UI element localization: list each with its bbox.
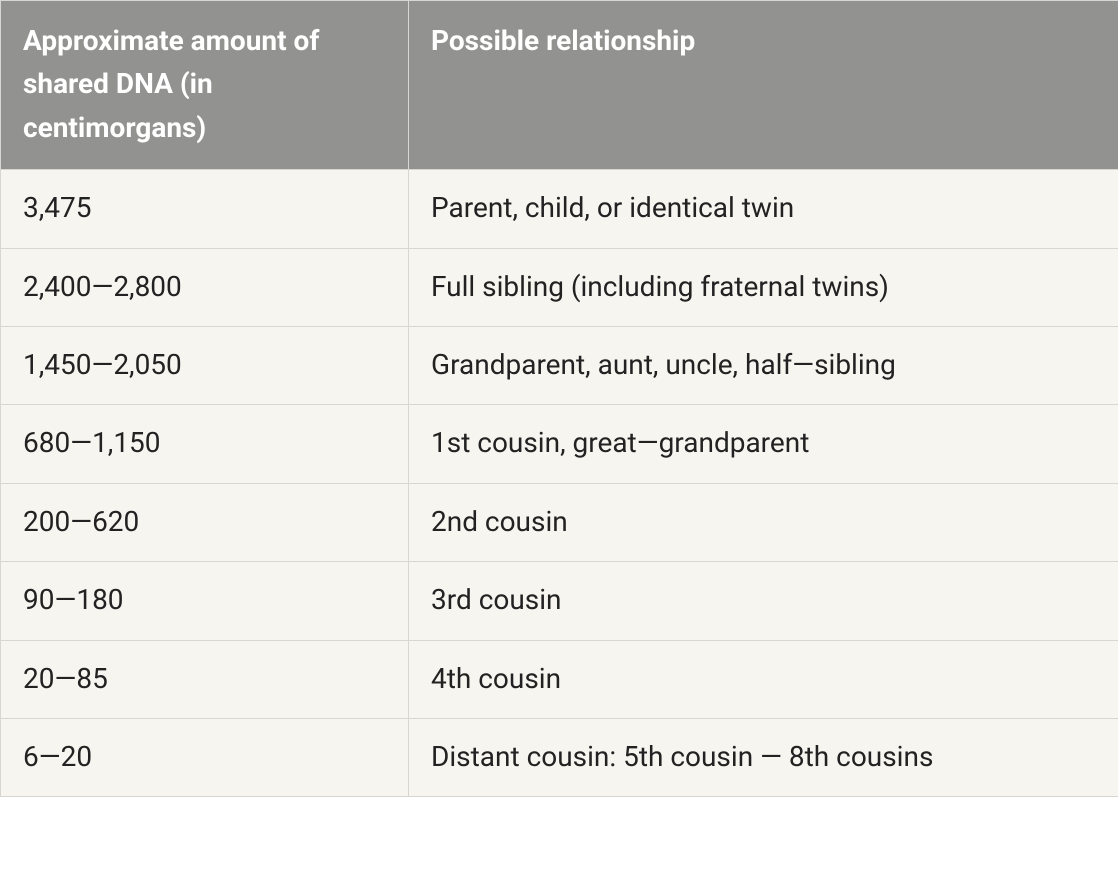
table-header-row: Approximate amount of shared DNA (in cen… <box>1 1 1118 170</box>
cell-relationship: Full sibling (including fraternal twins) <box>409 248 1118 326</box>
cell-dna: 200—620 <box>1 483 409 561</box>
cell-dna: 2,400—2,800 <box>1 248 409 326</box>
cell-relationship: 3rd cousin <box>409 562 1118 640</box>
cell-dna: 1,450—2,050 <box>1 326 409 404</box>
cell-dna: 90—180 <box>1 562 409 640</box>
cell-dna: 6—20 <box>1 718 409 796</box>
table-row: 3,475 Parent, child, or identical twin <box>1 170 1118 248</box>
table-row: 2,400—2,800 Full sibling (including frat… <box>1 248 1118 326</box>
table-row: 20—85 4th cousin <box>1 640 1118 718</box>
dna-relationship-table: Approximate amount of shared DNA (in cen… <box>0 0 1118 797</box>
cell-dna: 20—85 <box>1 640 409 718</box>
table-row: 6—20 Distant cousin: 5th cousin — 8th co… <box>1 718 1118 796</box>
table-row: 680—1,150 1st cousin, great—grandparent <box>1 405 1118 483</box>
cell-relationship: Distant cousin: 5th cousin — 8th cousins <box>409 718 1118 796</box>
cell-relationship: Grandparent, aunt, uncle, half—sibling <box>409 326 1118 404</box>
cell-dna: 3,475 <box>1 170 409 248</box>
cell-dna: 680—1,150 <box>1 405 409 483</box>
column-header-relationship: Possible relationship <box>409 1 1118 170</box>
table-row: 200—620 2nd cousin <box>1 483 1118 561</box>
cell-relationship: 1st cousin, great—grandparent <box>409 405 1118 483</box>
table-row: 1,450—2,050 Grandparent, aunt, uncle, ha… <box>1 326 1118 404</box>
table-row: 90—180 3rd cousin <box>1 562 1118 640</box>
cell-relationship: 4th cousin <box>409 640 1118 718</box>
cell-relationship: 2nd cousin <box>409 483 1118 561</box>
column-header-dna: Approximate amount of shared DNA (in cen… <box>1 1 409 170</box>
cell-relationship: Parent, child, or identical twin <box>409 170 1118 248</box>
